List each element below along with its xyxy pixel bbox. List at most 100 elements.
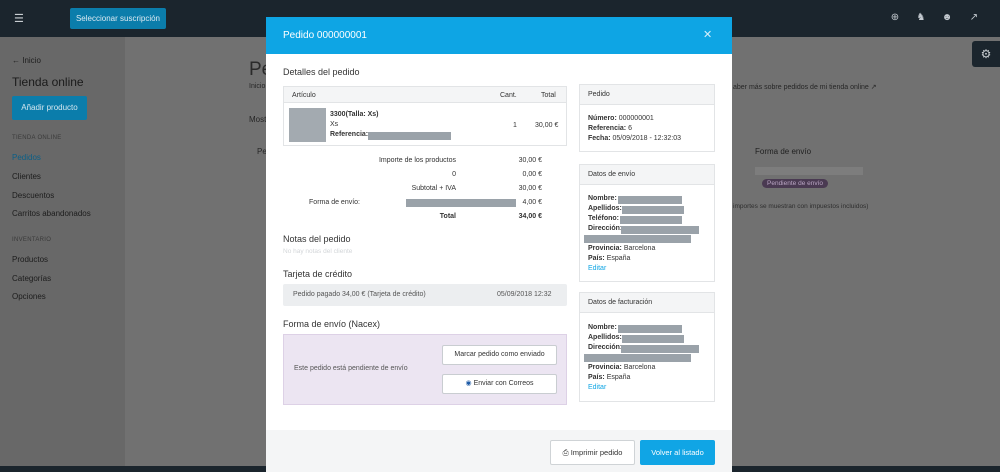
mark-sent-button[interactable]: Marcar pedido como enviado (442, 345, 557, 365)
gear-icon[interactable]: ⚙ (972, 41, 1000, 67)
product-size: Xs (330, 121, 339, 128)
redacted-phone (620, 216, 682, 224)
printer-icon: ⎙ (562, 448, 569, 457)
bill-country-value: España (606, 374, 631, 381)
order-number-label: Número: (588, 115, 617, 122)
ship-province: Provincia: Barcelona (588, 245, 655, 252)
sidebar-item-products[interactable]: Productos (12, 255, 49, 264)
redacted-address-2 (584, 235, 691, 243)
show-label: Most (249, 115, 267, 124)
select-subscription-button[interactable]: Seleccionar suscripción (70, 8, 166, 29)
order-info-card: Pedido Número: 000000001 Referencia: 6 F… (579, 84, 715, 152)
details-heading: Detalles del pedido (283, 67, 360, 77)
redacted-surname (622, 206, 684, 214)
breadcrumb[interactable]: Inicio (249, 83, 266, 90)
total-label: Forma de envío: (309, 199, 360, 206)
order-date: Fecha: 05/09/2018 - 12:32:03 (588, 135, 681, 142)
ship-country: País: España (588, 255, 630, 262)
bill-province: Provincia: Barcelona (588, 364, 655, 371)
redacted-surname (622, 335, 684, 343)
external-arrow-icon[interactable]: ↗ (969, 12, 979, 23)
section-store: TIENDA ONLINE (12, 135, 62, 141)
bill-name-label: Nombre: (588, 324, 617, 331)
store-title: Tienda online (12, 75, 84, 89)
notes-empty: No hay notas del cliente (283, 248, 353, 255)
payment-box: Pedido pagado 34,00 € (Tarjeta de crédit… (283, 284, 567, 306)
ship-edit-link[interactable]: Editar (588, 265, 607, 272)
sidebar-item-categories[interactable]: Categorías (12, 274, 52, 283)
sidebar-item-discounts[interactable]: Descuentos (12, 191, 55, 200)
column-order: Ped (257, 147, 272, 156)
correos-icon: ◉ (465, 380, 472, 387)
product-qty: 1 (513, 122, 517, 129)
user-icon[interactable]: ☻ (941, 12, 953, 23)
card-title: Pedido (588, 91, 610, 98)
learn-more-text: aber más sobre pedidos de mi tienda onli… (733, 84, 869, 91)
bill-address-label: Dirección: (588, 344, 623, 351)
redacted-field (755, 167, 863, 175)
total-value: 34,00 € (518, 213, 542, 220)
order-date-label: Fecha: (588, 135, 611, 142)
order-ref: Referencia: 6 (588, 125, 632, 132)
redacted-name (618, 325, 682, 333)
notes-heading: Notas del pedido (283, 234, 351, 244)
modal-title: Pedido 000000001 (283, 30, 367, 41)
bell-icon[interactable]: ♞ (916, 12, 926, 23)
billing-data-card: Datos de facturación Nombre: Apellidos: … (579, 292, 715, 402)
order-number: Número: 000000001 (588, 115, 654, 122)
col-qty: Cant. (500, 92, 517, 99)
table-header (284, 87, 566, 103)
product-total: 30,00 € (535, 122, 559, 129)
bill-province-value: Barcelona (623, 364, 656, 371)
payment-date: 05/09/2018 12:32 (497, 291, 552, 298)
sidebar-item-options[interactable]: Opciones (12, 292, 46, 301)
card-header: Pedido (580, 85, 714, 105)
order-number-value: 000000001 (618, 115, 654, 122)
sidebar-item-orders[interactable]: Pedidos (12, 153, 41, 162)
menu-icon[interactable]: ☰ (14, 13, 24, 25)
card-title: Datos de envío (588, 171, 636, 178)
shipping-pending-box: Este pedido está pendiente de envío Marc… (283, 334, 567, 405)
plus-circle-icon[interactable]: ⊕ (890, 12, 900, 23)
product-ref-label: Referencia: (330, 131, 369, 138)
bill-surname-label: Apellidos: (588, 334, 622, 341)
total-value: 30,00 € (518, 157, 542, 164)
order-ref-label: Referencia: (588, 125, 627, 132)
card-heading: Tarjeta de crédito (283, 269, 353, 279)
column-shipping: Forma de envío (755, 147, 812, 156)
send-correos-button[interactable]: ◉ Enviar con Correos (442, 374, 557, 394)
status-badge: Pendiente de envío (762, 179, 829, 188)
back-link[interactable]: ← Inicio (12, 56, 41, 65)
modal-footer: ⎙ Imprimir pedido Volver al listado (266, 430, 732, 472)
col-article: Artículo (292, 92, 316, 99)
shipping-data-card: Datos de envío Nombre: Apellidos: Teléfo… (579, 164, 715, 282)
send-correos-label: Enviar con Correos (473, 380, 534, 387)
bill-country-label: País: (588, 374, 605, 381)
col-total: Total (541, 92, 556, 99)
bill-province-label: Provincia: (588, 364, 622, 371)
print-order-button[interactable]: ⎙ Imprimir pedido (550, 440, 635, 465)
back-to-list-button[interactable]: Volver al listado (640, 440, 715, 465)
ship-country-label: País: (588, 255, 605, 262)
product-thumbnail (289, 108, 326, 142)
add-product-button[interactable]: Añadir producto (12, 96, 87, 120)
total-label: 0 (452, 171, 456, 178)
redacted-address-2 (584, 354, 691, 362)
redacted-name (618, 196, 682, 204)
total-label: Total (439, 213, 456, 220)
bill-edit-link[interactable]: Editar (588, 384, 607, 391)
ship-province-value: Barcelona (623, 245, 656, 252)
sidebar-item-abandoned-carts[interactable]: Carritos abandonados (12, 209, 91, 218)
order-modal: Pedido 000000001 ✕ Detalles del pedido A… (266, 17, 732, 472)
print-label: Imprimir pedido (570, 448, 623, 457)
total-value: 0,00 € (522, 171, 542, 178)
payment-text: Pedido pagado 34,00 € (Tarjeta de crédit… (293, 291, 426, 298)
learn-more-link[interactable]: aber más sobre pedidos de mi tienda onli… (733, 83, 877, 91)
total-label: Subtotal + IVA (411, 185, 456, 192)
sidebar-item-customers[interactable]: Clientes (12, 172, 41, 181)
tax-note: importes se muestran con impuestos inclu… (733, 203, 869, 210)
ship-name-label: Nombre: (588, 195, 617, 202)
ship-address-label: Dirección: (588, 225, 623, 232)
close-icon[interactable]: ✕ (703, 29, 713, 41)
total-label: Importe de los productos (378, 157, 456, 164)
